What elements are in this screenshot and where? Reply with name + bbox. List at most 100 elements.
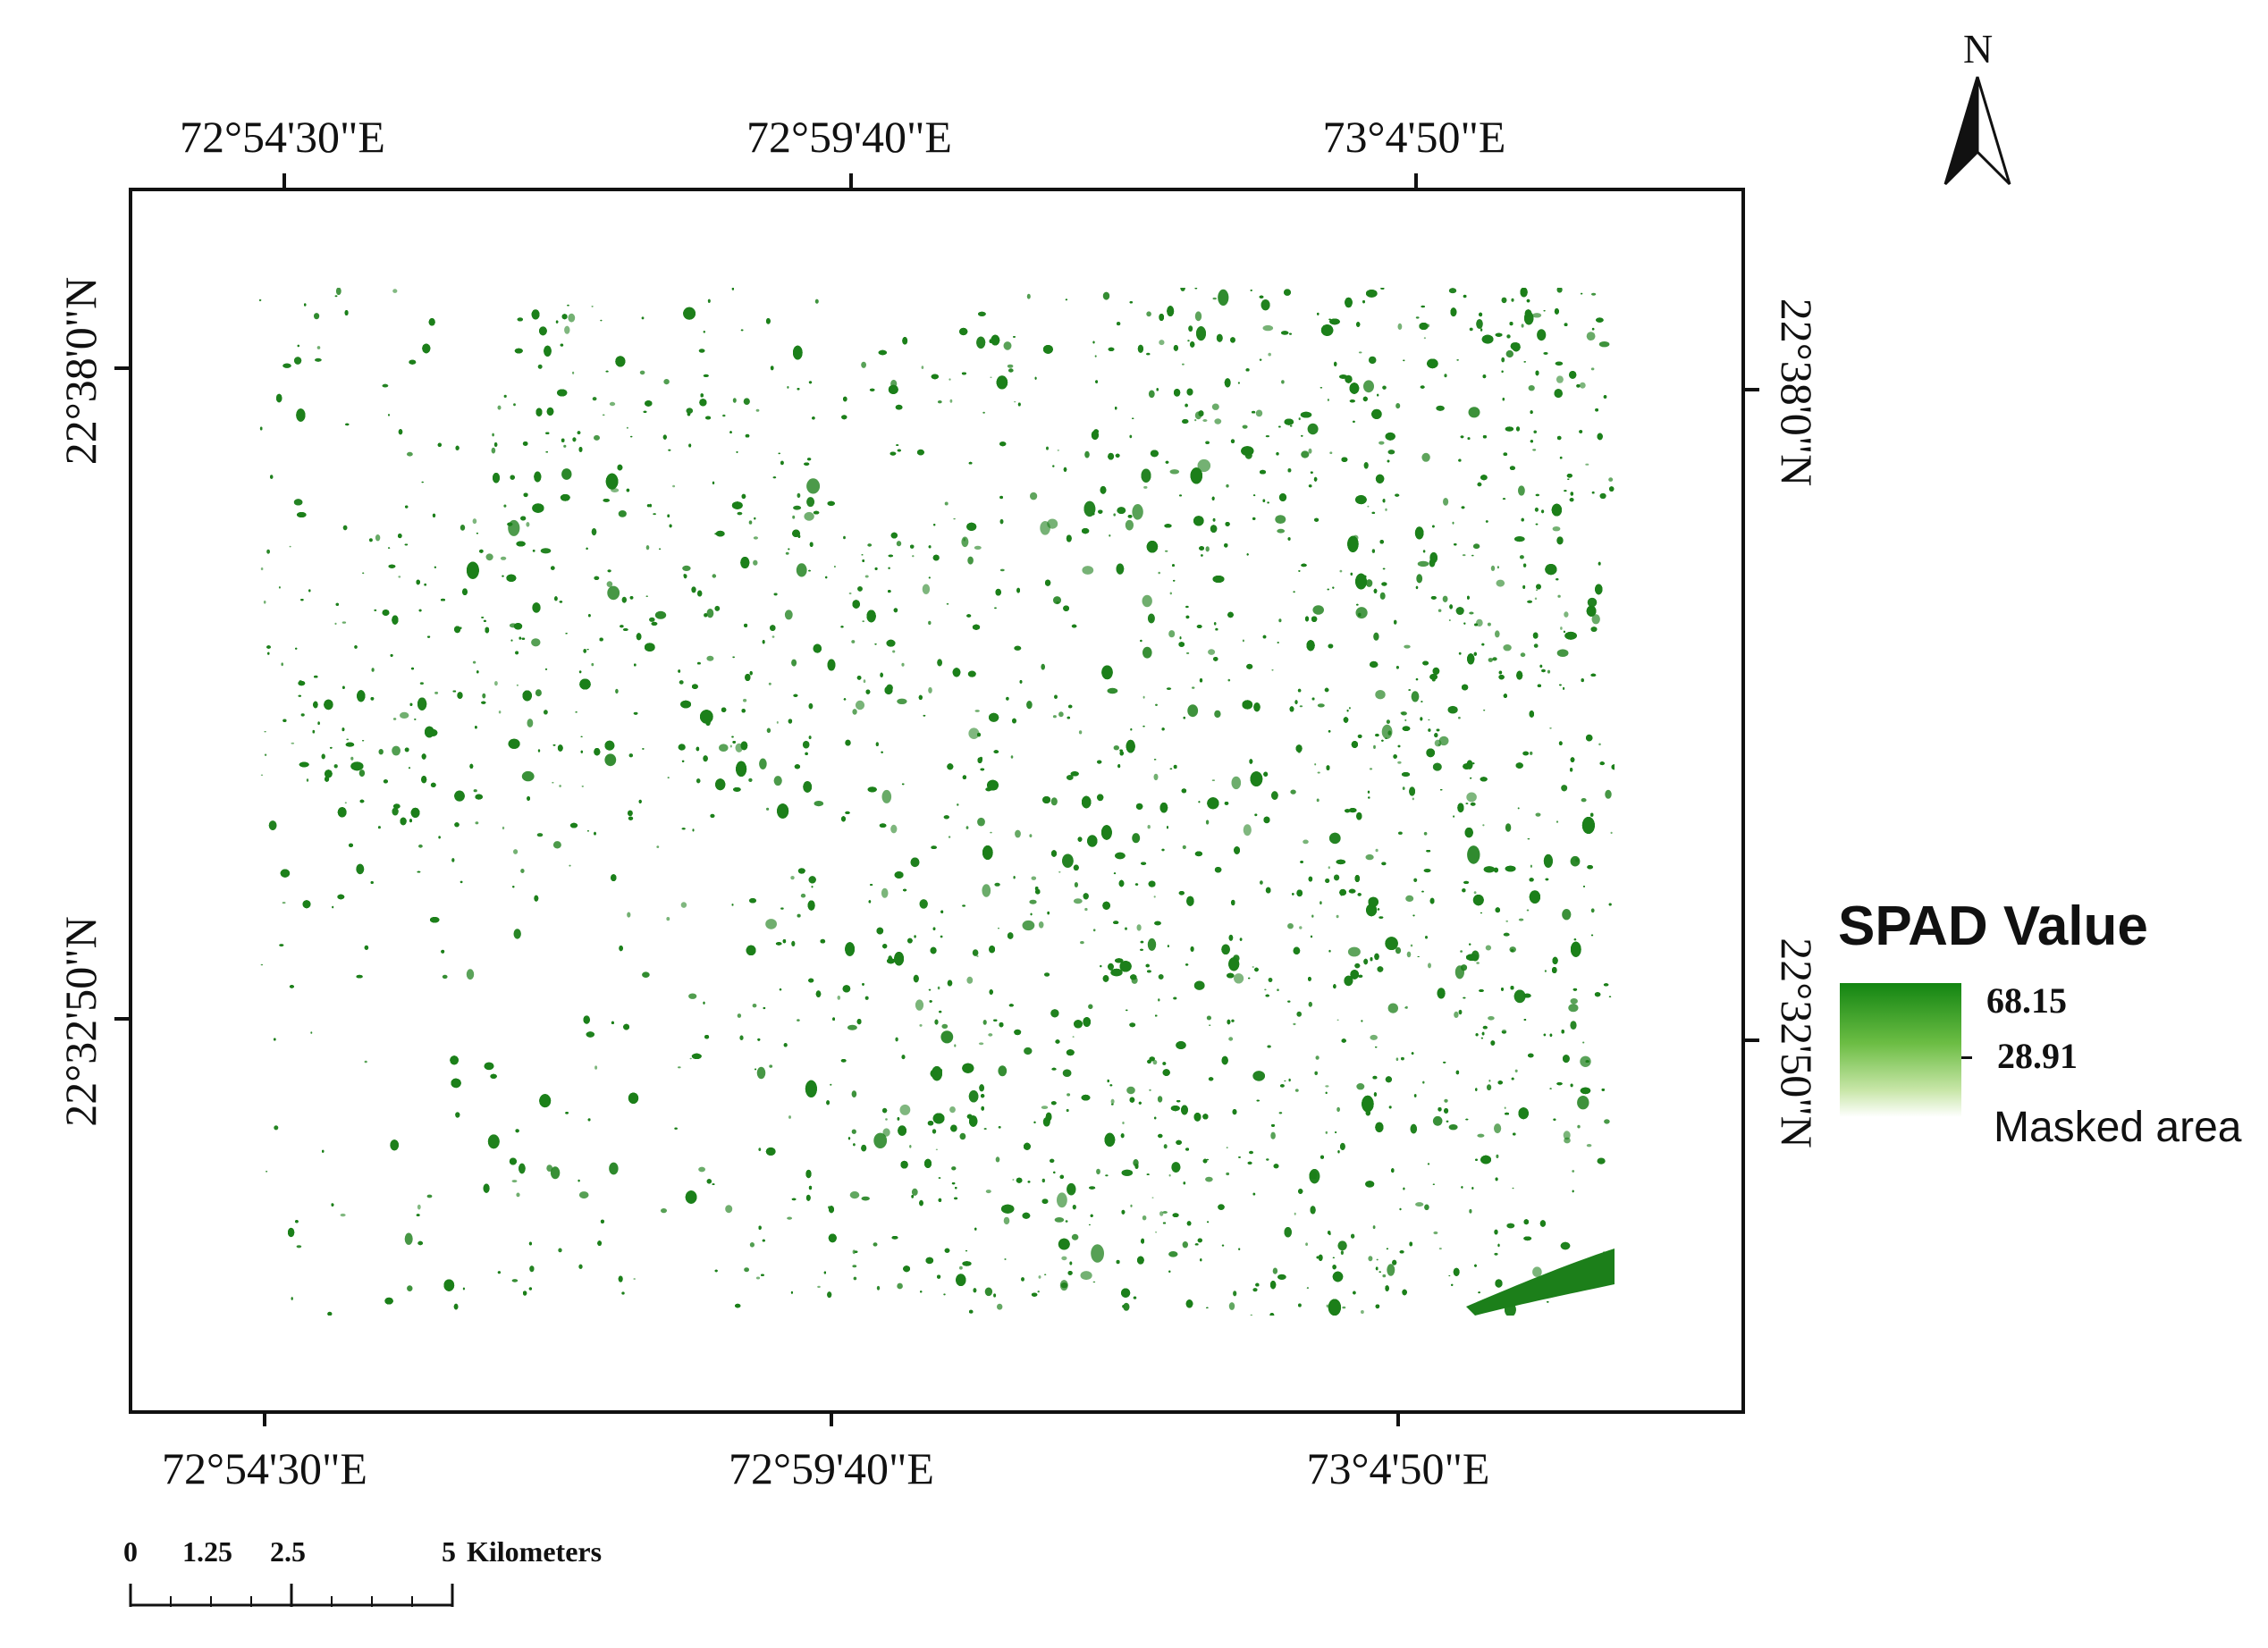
vegetation-patch: [853, 1276, 857, 1281]
vegetation-patch: [1412, 797, 1414, 801]
vegetation-patch: [1213, 622, 1217, 626]
vegetation-patch: [1577, 1096, 1589, 1110]
vegetation-patch: [1505, 823, 1512, 832]
vegetation-patch: [744, 1267, 749, 1273]
vegetation-patch: [1214, 418, 1222, 425]
top-tick-2: [849, 173, 853, 188]
vegetation-patch: [864, 575, 869, 578]
vegetation-patch: [434, 691, 439, 694]
vegetation-patch: [1432, 1115, 1443, 1126]
vegetation-patch: [609, 1162, 619, 1175]
vegetation-patch: [578, 1179, 580, 1182]
vegetation-patch: [959, 1265, 963, 1270]
vegetation-patch: [1026, 701, 1033, 710]
vegetation-patch: [500, 556, 507, 560]
vegetation-patch: [1530, 751, 1533, 755]
vegetation-patch: [1194, 311, 1202, 322]
vegetation-patch: [954, 1044, 957, 1047]
vegetation-patch: [1438, 736, 1449, 746]
vegetation-patch: [1265, 435, 1269, 438]
vegetation-patch: [282, 902, 286, 904]
vegetation-patch: [1125, 519, 1134, 531]
vegetation-patch: [703, 331, 705, 333]
vegetation-patch: [1157, 1096, 1163, 1103]
vegetation-patch: [814, 298, 819, 304]
vegetation-patch: [1188, 325, 1193, 332]
vegetation-patch: [1129, 434, 1133, 439]
vegetation-patch: [1556, 820, 1559, 823]
vegetation-patch: [895, 1037, 898, 1042]
vegetation-patch: [274, 1125, 279, 1131]
vegetation-patch: [1058, 711, 1064, 718]
vegetation-patch: [861, 361, 866, 368]
vegetation-patch: [915, 999, 924, 1011]
vegetation-patch: [1038, 1275, 1041, 1279]
vegetation-patch: [1460, 950, 1463, 953]
vegetation-patch: [712, 574, 717, 578]
vegetation-patch: [419, 682, 424, 685]
vegetation-patch: [258, 298, 262, 302]
vegetation-patch: [1004, 1258, 1007, 1260]
vegetation-patch: [1401, 711, 1407, 716]
vegetation-patch: [1147, 613, 1155, 624]
vegetation-patch: [722, 414, 726, 417]
vegetation-patch: [1182, 1241, 1189, 1249]
vegetation-patch: [1469, 611, 1474, 615]
vegetation-patch: [1502, 397, 1505, 401]
vegetation-patch: [793, 694, 798, 697]
vegetation-patch: [1262, 324, 1274, 332]
vegetation-patch: [1303, 839, 1309, 845]
vegetation-patch: [316, 346, 321, 349]
vegetation-patch: [1365, 579, 1373, 587]
vegetation-patch: [928, 620, 932, 626]
vegetation-patch: [1581, 798, 1587, 803]
vegetation-patch: [1563, 1131, 1571, 1140]
vegetation-patch: [1514, 1069, 1518, 1072]
vegetation-patch: [912, 555, 915, 558]
vegetation-patch: [1159, 1211, 1164, 1216]
vegetation-patch: [594, 434, 600, 441]
vegetation-patch: [460, 525, 466, 531]
vegetation-patch: [310, 1031, 313, 1034]
vegetation-patch: [1564, 611, 1569, 618]
spad-raster-map: [258, 284, 1617, 1317]
vegetation-patch: [1158, 571, 1160, 575]
vegetation-patch: [873, 1242, 878, 1247]
vegetation-patch: [792, 515, 796, 519]
vegetation-patch: [922, 584, 931, 594]
vegetation-patch: [1448, 619, 1451, 621]
vegetation-patch: [1521, 324, 1524, 328]
vegetation-patch: [609, 401, 616, 407]
vegetation-patch: [1329, 451, 1333, 454]
vegetation-patch: [1505, 920, 1508, 922]
vegetation-patch: [645, 545, 650, 551]
vegetation-patch: [977, 817, 985, 827]
vegetation-patch: [1277, 528, 1286, 534]
vegetation-patch: [1010, 755, 1014, 759]
vegetation-patch: [1448, 1274, 1451, 1277]
vegetation-patch: [753, 559, 758, 566]
vegetation-patch: [1050, 797, 1058, 806]
vegetation-patch: [1415, 316, 1420, 319]
vegetation-patch: [1053, 596, 1061, 605]
vegetation-patch: [1305, 1242, 1308, 1246]
vegetation-patch: [358, 769, 366, 778]
vegetation-patch: [1214, 710, 1221, 719]
vegetation-patch: [1233, 1291, 1237, 1297]
vegetation-patch: [1242, 425, 1248, 429]
vegetation-patch: [1444, 1098, 1448, 1103]
vegetation-patch: [663, 379, 670, 385]
vegetation-patch: [1293, 591, 1295, 593]
vegetation-patch: [1038, 921, 1044, 929]
vegetation-patch: [802, 740, 810, 749]
vegetation-patch: [1405, 895, 1414, 903]
vegetation-patch: [797, 1019, 800, 1022]
vegetation-patch: [649, 617, 655, 622]
vegetation-patch: [848, 592, 852, 595]
vegetation-patch: [1336, 1106, 1340, 1113]
vegetation-patch: [1022, 920, 1035, 931]
vegetation-patch: [796, 563, 807, 577]
vegetation-patch: [516, 684, 519, 686]
vegetation-patch: [1410, 944, 1413, 947]
vegetation-patch: [1264, 988, 1267, 991]
